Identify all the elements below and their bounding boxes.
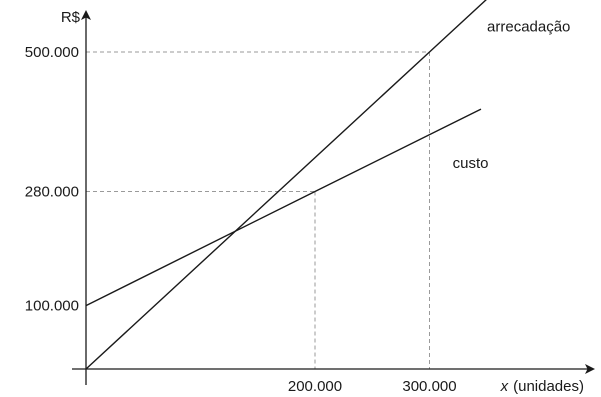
x-tick-label-0: 200.000 <box>288 378 342 395</box>
x-axis-variable: x <box>500 378 509 395</box>
y-tick-label-2: 500.000 <box>25 44 79 61</box>
y-axis-label: R$ <box>61 9 81 26</box>
x-axis-label: x (unidades) <box>500 378 584 395</box>
series-lines <box>85 0 487 370</box>
series-line-0 <box>85 0 487 370</box>
series-label-1: custo <box>453 155 489 172</box>
x-tick-labels: 200.000 300.000 <box>288 378 457 395</box>
y-tick-labels: 100.000 280.000 500.000 <box>25 44 79 315</box>
series-line-1 <box>85 108 482 307</box>
y-tick-label-1: 280.000 <box>25 183 79 200</box>
series-label-0: arrecadação <box>487 19 570 36</box>
x-tick-label-1: 300.000 <box>402 378 456 395</box>
series-labels: arrecadação custo <box>453 19 571 172</box>
x-axis-unit: (unidades) <box>513 378 584 395</box>
y-tick-label-0: 100.000 <box>25 298 79 315</box>
guide-lines <box>86 51 430 369</box>
